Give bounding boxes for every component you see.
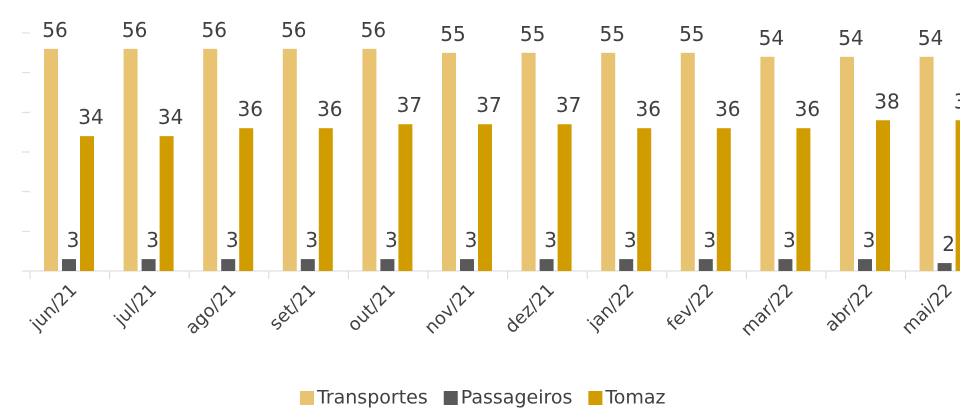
bar [478, 124, 492, 271]
x-tick-label: jun/21 [26, 280, 82, 336]
bar [680, 52, 695, 272]
bar [380, 259, 395, 271]
data-label: 3 [226, 228, 239, 252]
legend-label: Transportes [316, 387, 428, 409]
data-label: 34 [78, 105, 103, 129]
data-label: 37 [556, 93, 581, 117]
x-tick-label: nov/21 [421, 280, 480, 339]
x-tick-label: jan/22 [583, 280, 638, 335]
bar [318, 128, 333, 271]
x-tick-label: abr/22 [821, 280, 877, 336]
data-label: 36 [715, 97, 740, 121]
data-label: 3 [67, 228, 80, 252]
data-label: 38 [874, 89, 899, 113]
data-label: 3 [783, 228, 796, 252]
bar [80, 136, 94, 271]
bar [876, 120, 890, 272]
legend-swatch [300, 391, 314, 405]
x-tick-label: dez/21 [501, 280, 559, 338]
bar [159, 136, 174, 271]
data-label: 56 [281, 18, 306, 42]
bar [398, 124, 413, 271]
data-label: 38 [954, 89, 960, 113]
x-tick-label: mar/22 [737, 280, 798, 341]
data-label: 56 [361, 18, 386, 42]
x-tick-label: jul/21 [110, 280, 161, 331]
data-label: 54 [759, 26, 784, 50]
bar [239, 128, 254, 271]
bar [557, 124, 572, 271]
data-label: 3 [305, 228, 318, 252]
x-tick-label: mai/22 [898, 280, 957, 339]
bar [858, 259, 872, 271]
bar [300, 259, 315, 271]
legend-label: Tomaz [604, 387, 665, 409]
bar [460, 259, 474, 271]
data-label: 55 [520, 22, 545, 46]
data-label: 55 [440, 22, 465, 46]
data-label: 54 [918, 26, 943, 50]
data-label: 36 [795, 97, 820, 121]
data-label: 34 [158, 105, 183, 129]
bar [442, 52, 456, 272]
data-label: 3 [146, 228, 159, 252]
data-label: 37 [476, 93, 501, 117]
data-label: 36 [635, 97, 660, 121]
bar [919, 56, 934, 271]
legend-swatch [443, 391, 458, 405]
bar [716, 128, 731, 271]
legend-swatch [588, 391, 603, 405]
data-label: 55 [679, 22, 704, 46]
bar [539, 259, 554, 271]
data-label: 56 [122, 18, 147, 42]
data-label: 3 [863, 228, 876, 252]
bar [619, 259, 634, 271]
bar [601, 52, 616, 272]
bar [637, 128, 652, 271]
x-tick-label: fev/22 [663, 280, 718, 335]
bar [221, 259, 236, 271]
data-label: 3 [465, 228, 478, 252]
data-label: 2 [942, 232, 955, 256]
bar [62, 259, 76, 271]
data-label: 55 [599, 22, 624, 46]
bar [141, 259, 156, 271]
data-label: 3 [624, 228, 637, 252]
data-label: 56 [42, 18, 67, 42]
bar [521, 52, 536, 272]
bar [698, 259, 713, 271]
data-label: 36 [237, 97, 262, 121]
bar [760, 56, 775, 271]
bar [796, 128, 811, 271]
data-label: 36 [317, 97, 342, 121]
bar [840, 56, 854, 271]
data-label: 56 [201, 18, 226, 42]
bar [937, 263, 952, 271]
data-label: 3 [544, 228, 557, 252]
data-label: 3 [385, 228, 398, 252]
legend-label: Passageiros [461, 387, 573, 409]
x-tick-label: out/21 [344, 280, 400, 336]
bar [778, 259, 793, 271]
bar [203, 48, 218, 271]
x-tick-label: ago/21 [182, 280, 241, 339]
bar [44, 48, 58, 271]
bar [282, 48, 297, 271]
bar [955, 120, 960, 272]
bar [362, 48, 377, 271]
data-label: 54 [838, 26, 863, 50]
data-label: 3 [703, 228, 716, 252]
bar [123, 48, 138, 271]
data-label: 37 [397, 93, 422, 117]
x-tick-label: set/21 [265, 280, 320, 335]
